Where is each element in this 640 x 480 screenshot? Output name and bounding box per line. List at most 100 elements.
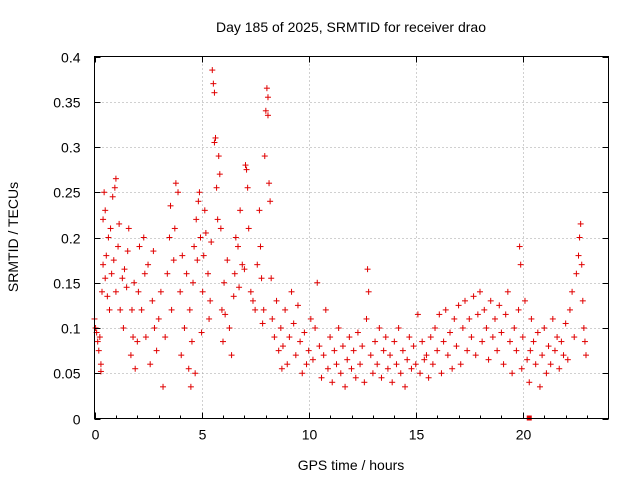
- data-point: [120, 325, 127, 331]
- data-point: [201, 207, 208, 214]
- data-point: [337, 370, 344, 377]
- data-point: [301, 329, 308, 336]
- data-point: [515, 306, 522, 313]
- data-point: [244, 184, 251, 191]
- data-point: [164, 270, 171, 277]
- data-point: [187, 383, 194, 390]
- data-point: [212, 134, 219, 141]
- data-point: [451, 315, 458, 322]
- data-point: [352, 374, 359, 381]
- data-point: [284, 361, 291, 368]
- data-point: [483, 325, 490, 331]
- data-point: [259, 320, 266, 327]
- data-point: [232, 234, 239, 241]
- data-point: [571, 334, 578, 341]
- data-point: [172, 180, 179, 187]
- data-point: [102, 275, 109, 282]
- data-point: [545, 343, 552, 350]
- y-tick-label: 0.4: [61, 50, 81, 66]
- data-point: [241, 266, 248, 273]
- data-point: [359, 343, 366, 350]
- data-point: [397, 370, 404, 377]
- data-point: [442, 306, 449, 313]
- data-point: [254, 261, 261, 268]
- data-point: [410, 343, 417, 350]
- data-point: [188, 338, 195, 345]
- data-point: [444, 352, 451, 359]
- data-point: [374, 361, 381, 368]
- data-point: [423, 352, 430, 359]
- data-point: [329, 379, 336, 386]
- data-point: [239, 261, 246, 268]
- data-point: [101, 189, 108, 196]
- data-point: [211, 139, 218, 146]
- data-point: [432, 325, 439, 331]
- data-point: [344, 356, 351, 363]
- data-point: [562, 320, 569, 327]
- data-point: [216, 171, 223, 178]
- data-point: [331, 347, 338, 354]
- data-point: [181, 325, 188, 331]
- data-point: [268, 275, 275, 282]
- data-point: [273, 297, 280, 304]
- data-point: [230, 293, 237, 300]
- data-point: [123, 284, 130, 291]
- data-point: [318, 374, 325, 381]
- data-point: [214, 216, 221, 223]
- data-point: [519, 334, 526, 341]
- data-point: [382, 334, 389, 341]
- data-point: [236, 284, 243, 291]
- data-point: [194, 257, 201, 264]
- data-point: [257, 243, 264, 250]
- data-point: [263, 85, 270, 92]
- data-point: [566, 306, 573, 313]
- data-point: [579, 297, 586, 304]
- data-point: [209, 67, 216, 74]
- data-point: [365, 288, 372, 295]
- data-point: [112, 288, 119, 295]
- data-point: [414, 311, 421, 318]
- data-point: [369, 370, 376, 377]
- data-point: [111, 184, 118, 191]
- data-point: [361, 379, 368, 386]
- data-point: [494, 347, 501, 354]
- data-point: [226, 325, 233, 331]
- data-point: [141, 270, 148, 277]
- y-tick-label: 0.2: [61, 231, 81, 247]
- data-point: [288, 288, 295, 295]
- data-point: [228, 352, 235, 359]
- data-point: [102, 207, 109, 214]
- data-point: [208, 239, 215, 246]
- data-point: [455, 302, 462, 309]
- data-point: [290, 320, 297, 327]
- data-point: [357, 361, 364, 368]
- data-point: [271, 334, 278, 341]
- data-point: [518, 365, 525, 372]
- data-point: [417, 370, 424, 377]
- data-point: [145, 261, 152, 268]
- data-point: [157, 288, 164, 295]
- data-point: [119, 275, 126, 282]
- data-point: [106, 306, 113, 313]
- data-point: [491, 315, 498, 322]
- data-point: [117, 306, 124, 313]
- data-point: [294, 302, 301, 309]
- data-point: [213, 184, 220, 191]
- data-point: [466, 315, 473, 322]
- data-point: [530, 338, 537, 345]
- x-tick-label: 0: [92, 427, 100, 443]
- plot-frame: [94, 56, 609, 419]
- data-point: [453, 343, 460, 350]
- data-point: [354, 329, 361, 336]
- data-point: [573, 270, 580, 277]
- data-point: [100, 216, 107, 223]
- data-point: [121, 266, 128, 273]
- data-point: [115, 243, 122, 250]
- data-point: [94, 338, 101, 345]
- data-point: [243, 166, 250, 173]
- data-point: [191, 243, 198, 250]
- data-point: [221, 279, 228, 286]
- data-point: [175, 189, 182, 196]
- data-point: [551, 347, 558, 354]
- data-point: [177, 288, 184, 295]
